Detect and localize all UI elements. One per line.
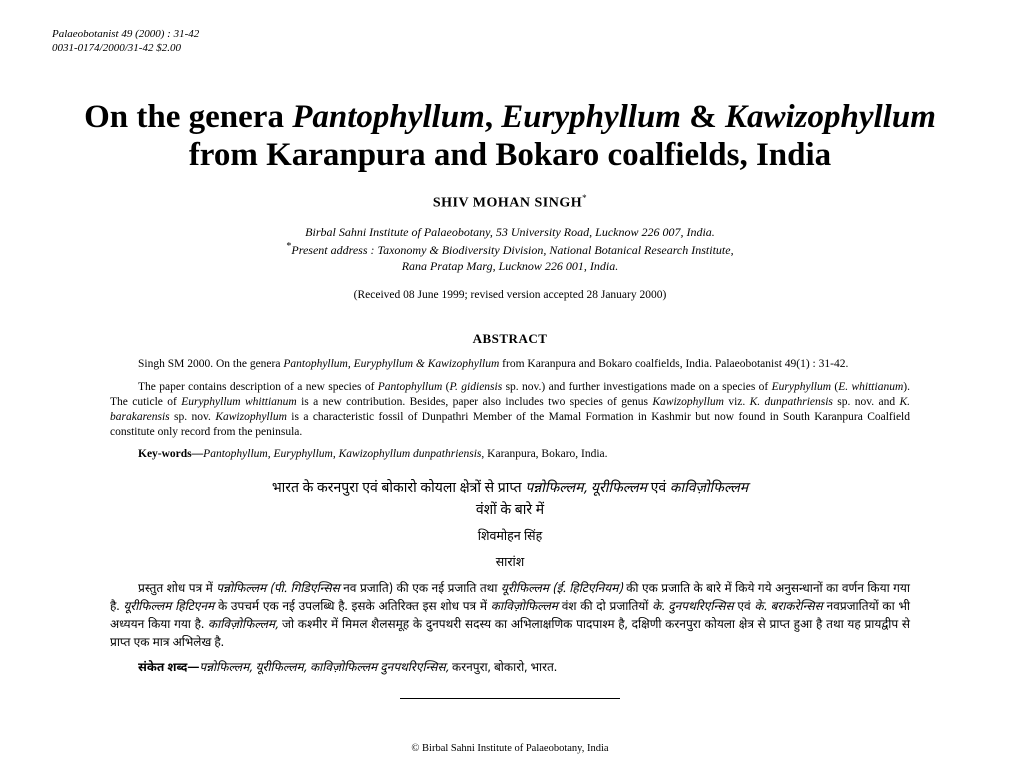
hindi-kw-label: संकेत शब्द— (138, 660, 199, 676)
abs-p1-a: Singh SM 2000. On the genera (138, 358, 283, 370)
hindi-kw-rest: करनपुरा, बोकारो, भारत. (449, 660, 557, 676)
hindi-title-c: एवं (647, 479, 670, 498)
abs-p2-q: sp. nov. (170, 411, 216, 423)
abs-p2-m: viz. (724, 396, 750, 408)
abstract-citation: Singh SM 2000. On the genera Pantophyllu… (110, 357, 910, 372)
hp-c: नव प्रजाति) की एक नई प्रजाति तथा (340, 581, 501, 597)
hindi-kw-italic: पन्नोफिल्लम, यूरीफिल्लम, काविज़ोफिल्लम द… (199, 660, 448, 676)
keywords-label: Key-words— (138, 448, 203, 460)
abs-p2-e: sp. nov.) and further investigations mad… (502, 381, 771, 393)
running-head: Palaeobotanist 49 (2000) : 31-42 0031-01… (52, 28, 968, 56)
author-marker: * (582, 193, 587, 203)
title-sep-1: , (485, 99, 502, 135)
abs-p2-n: K. dunpathriensis (750, 396, 833, 408)
hindi-keywords: संकेत शब्द—पन्नोफिल्लम, यूरीफिल्लम, कावि… (110, 660, 910, 676)
hp-n: काविज़ोफिल्लम, (208, 617, 278, 633)
hp-f: यूरीफिल्लम हिटिएनम (123, 599, 214, 615)
abs-p2-h: E. whittianum (838, 381, 903, 393)
title-text: On the genera (84, 99, 292, 135)
hp-k: एवं (734, 599, 755, 615)
keywords: Key-words—Pantophyllum, Euryphyllum, Kaw… (110, 448, 910, 460)
affil-line2-text: Present address : Taxonomy & Biodiversit… (291, 243, 733, 257)
running-head-line1: Palaeobotanist 49 (2000) : 31-42 (52, 28, 968, 42)
abs-p2-f: Euryphyllum (772, 381, 831, 393)
abs-p2-j: Euryphyllum whittianum (181, 396, 297, 408)
abs-p1-c: from Karanpura and Bokaro coalfields, In… (499, 358, 848, 370)
hindi-title-e: वंशों के बारे में (476, 501, 544, 520)
hp-l: के. बराकरेन्सिस (754, 599, 822, 615)
author-name: SHIV MOHAN SINGH* (52, 193, 968, 212)
hindi-title-d: काविज़ोफिल्लम (670, 479, 748, 498)
separator-rule (400, 698, 620, 699)
author-text: SHIV MOHAN SINGH (433, 196, 582, 211)
hp-h: काविज़ोफिल्लम (491, 599, 558, 615)
abs-p2-a: The paper contains description of a new … (138, 381, 378, 393)
title-sep-2: & (681, 99, 725, 135)
hindi-author: शिवमोहन सिंह (52, 530, 968, 546)
hindi-abstract: प्रस्तुत शोध पत्र में पन्नोफिल्लम (पी. ग… (110, 580, 910, 652)
title-genus-1: Pantophyllum (292, 99, 485, 135)
abstract-paragraph: The paper contains description of a new … (110, 380, 910, 441)
title-genus-2: Euryphyllum (501, 99, 681, 135)
abs-p2-o: sp. nov. and (833, 396, 900, 408)
copyright-line: © Birbal Sahni Institute of Palaeobotany… (52, 743, 968, 754)
received-accepted-dates: (Received 08 June 1999; revised version … (52, 289, 968, 301)
affil-line3: Rana Pratap Marg, Lucknow 226 001, India… (52, 258, 968, 274)
affiliation: Birbal Sahni Institute of Palaeobotany, … (52, 224, 968, 275)
abstract-body: Singh SM 2000. On the genera Pantophyllu… (110, 357, 910, 441)
abs-p1-b: Pantophyllum, Euryphyllum & Kawizophyllu… (283, 358, 499, 370)
abs-p2-d: P. gidiensis (450, 381, 503, 393)
hp-a: प्रस्तुत शोध पत्र में (138, 581, 216, 597)
abstract-heading: ABSTRACT (52, 331, 968, 347)
hindi-title-a: भारत के करनपुरा एवं बोकारो कोयला क्षेत्र… (272, 479, 525, 498)
title-tail: from Karanpura and Bokaro coalfields, In… (189, 137, 831, 173)
abs-p2-b: Pantophyllum (378, 381, 443, 393)
hp-g: के उपचर्म एक नई उपलब्धि है. इसके अतिरिक्… (214, 599, 491, 615)
hindi-paragraph: प्रस्तुत शोध पत्र में पन्नोफिल्लम (पी. ग… (110, 580, 910, 652)
hp-j: के. दुनपथरिएन्सिस (652, 599, 734, 615)
running-head-line2: 0031-0174/2000/31-42 $2.00 (52, 42, 968, 56)
hindi-section-heading: सारांश (52, 556, 968, 572)
abs-p2-r: Kawizophyllum (215, 411, 287, 423)
hp-i: वंश की दो प्रजातियों (558, 599, 652, 615)
title-genus-3: Kawizophyllum (725, 99, 936, 135)
hindi-title: भारत के करनपुरा एवं बोकारो कोयला क्षेत्र… (116, 478, 904, 521)
hp-b: पन्नोफिल्लम (पी. गिडिएन्सिस (216, 581, 339, 597)
paper-page: Palaeobotanist 49 (2000) : 31-42 0031-01… (0, 0, 1020, 774)
keywords-rest: , Karanpura, Bokaro, India. (481, 448, 607, 460)
abs-p2-c: ( (442, 381, 449, 393)
abs-p2-k: is a new contribution. Besides, paper al… (297, 396, 653, 408)
hindi-title-b: पन्नोफिल्लम, यूरीफिल्लम (525, 479, 647, 498)
hp-d: यूरीफिल्लम (ई. हिटिएनियम) (501, 581, 623, 597)
affil-line2: *Present address : Taxonomy & Biodiversi… (52, 240, 968, 258)
keywords-italic: Pantophyllum, Euryphyllum, Kawizophyllum… (203, 448, 481, 460)
abs-p2-l: Kawizophyllum (652, 396, 724, 408)
affil-line1: Birbal Sahni Institute of Palaeobotany, … (52, 224, 968, 240)
paper-title: On the genera Pantophyllum, Euryphyllum … (60, 98, 960, 176)
